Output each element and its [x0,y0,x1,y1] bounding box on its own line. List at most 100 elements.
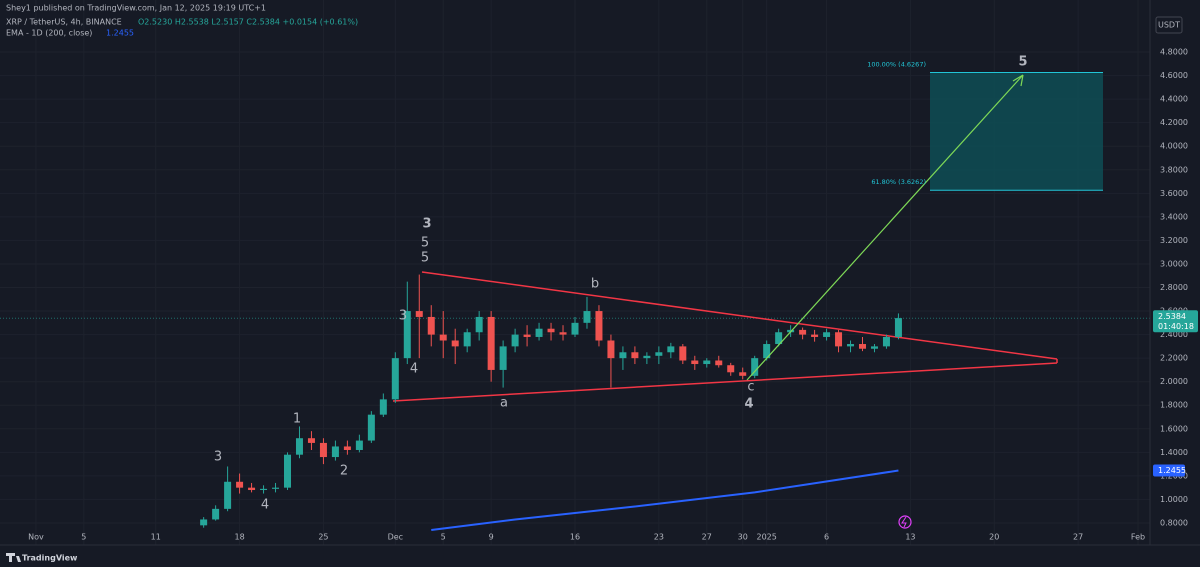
y-tick-label: 3.8000 [1160,165,1188,174]
wave-label: a [500,396,508,411]
candle-body [894,318,902,337]
candle-body [751,358,759,376]
candle-body [403,311,411,359]
y-tick-label: 4.2000 [1160,118,1188,127]
ema-price-box [1153,464,1185,477]
fib-label: 100.00% (4.6267) [867,60,926,68]
x-tick-label: 9 [489,533,494,542]
candle-body [272,487,280,489]
candle-body [667,346,675,353]
x-tick-label: 18 [234,533,244,542]
logo [6,553,21,562]
x-tick-label: 16 [570,533,580,542]
candle-body [355,440,363,450]
currency-box[interactable] [1155,16,1183,34]
candle-body [367,414,375,441]
y-tick-label: 3.4000 [1160,212,1188,221]
ema-price: 1.2455 [1158,466,1186,475]
y-tick-label: 3.6000 [1160,189,1188,198]
wave-label: 5 [421,236,429,251]
y-tick-label: 1.0000 [1160,495,1188,504]
candle-body [559,332,567,335]
arrow-head [1012,74,1024,87]
wave-label: 3 [214,450,222,465]
candle-body [343,446,351,450]
candle-body [200,519,208,526]
x-tick-label: 13 [905,533,915,542]
y-tick-label: 3.2000 [1160,236,1188,245]
x-tick-label: Dec [388,533,403,542]
candle-body [260,488,268,491]
candle-body [439,334,447,341]
marks [200,274,902,532]
footer [0,548,1200,567]
candle-body [284,454,291,488]
currency: USDT [1158,21,1180,30]
candle-body [655,352,663,356]
ema-line [431,469,899,532]
x-tick-label: 20 [989,533,999,542]
y-tick-label: 1.4000 [1160,448,1188,457]
candle-body [415,311,423,317]
fib-label: 61.80% (3.6262) [871,178,926,186]
y-tick-label: 2.2000 [1160,354,1188,363]
x-tick-label: Feb [1131,533,1145,542]
candle-body [691,360,699,365]
wave-label: 1 [293,412,301,427]
candle-body [307,438,315,443]
candle-body [224,481,232,509]
candle-body [499,346,507,370]
y-tick-label: 4.6000 [1160,71,1188,80]
projection-arrow [746,74,1024,381]
grid [0,71,1150,319]
wave-labels: 3 5 5 3 4 1 2 3 4 a b c 4 5 [214,55,1028,513]
candle-body [463,332,471,347]
y-tick-label: 2.8000 [1160,283,1188,292]
y-tick-label: 1.8000 [1160,401,1188,410]
wave-label: b [591,277,599,292]
event-icon[interactable] [898,515,912,529]
x-tick-label: 6 [824,533,829,542]
candle-body [811,334,819,337]
x-tick-label: 2025 [756,533,776,542]
candle-body [607,340,615,359]
last-price-box [1153,310,1198,333]
x-tick-label: 27 [702,533,712,542]
y-tick-label: 4.4000 [1160,95,1188,104]
x-tick-label: Nov [28,533,44,542]
x-tick-label: 23 [654,533,664,542]
wave-label: 5 [1018,55,1027,70]
x-tick-label: 30 [738,533,748,542]
candle-body [583,311,591,323]
x-tick-label: 25 [318,533,328,542]
triangle-upper [421,271,1058,360]
x-tick-label: 5 [81,533,86,542]
candle-body [882,336,890,347]
candle-body [595,311,603,341]
candle-body [248,487,256,491]
triangle-lower [392,362,1058,402]
candle-body [763,344,771,359]
wave-label: 5 [421,251,429,266]
y-tick-label: 4.8000 [1160,48,1188,57]
y-tick-label: 2.0000 [1160,377,1188,386]
candle-body [859,344,866,349]
candle-body [487,316,495,370]
candle-body [236,481,244,488]
y-tick-label: 1.6000 [1160,424,1188,433]
candle-body [775,332,783,345]
y-tick-label: 4.0000 [1160,142,1188,151]
candle-body [319,442,327,458]
publisher: Shey1 published on TradingView.com, Jan … [6,4,266,13]
wave-label: c [747,380,754,395]
candle-body [703,360,711,365]
indicator-value: 1.2455 [106,29,134,38]
candle-body [571,322,579,335]
candle-body [427,316,435,335]
candle-body [715,360,723,366]
brand: TradingView [22,554,78,563]
candle-body [535,328,543,337]
candle-body [847,344,855,347]
wave-label: 3 [422,217,431,232]
